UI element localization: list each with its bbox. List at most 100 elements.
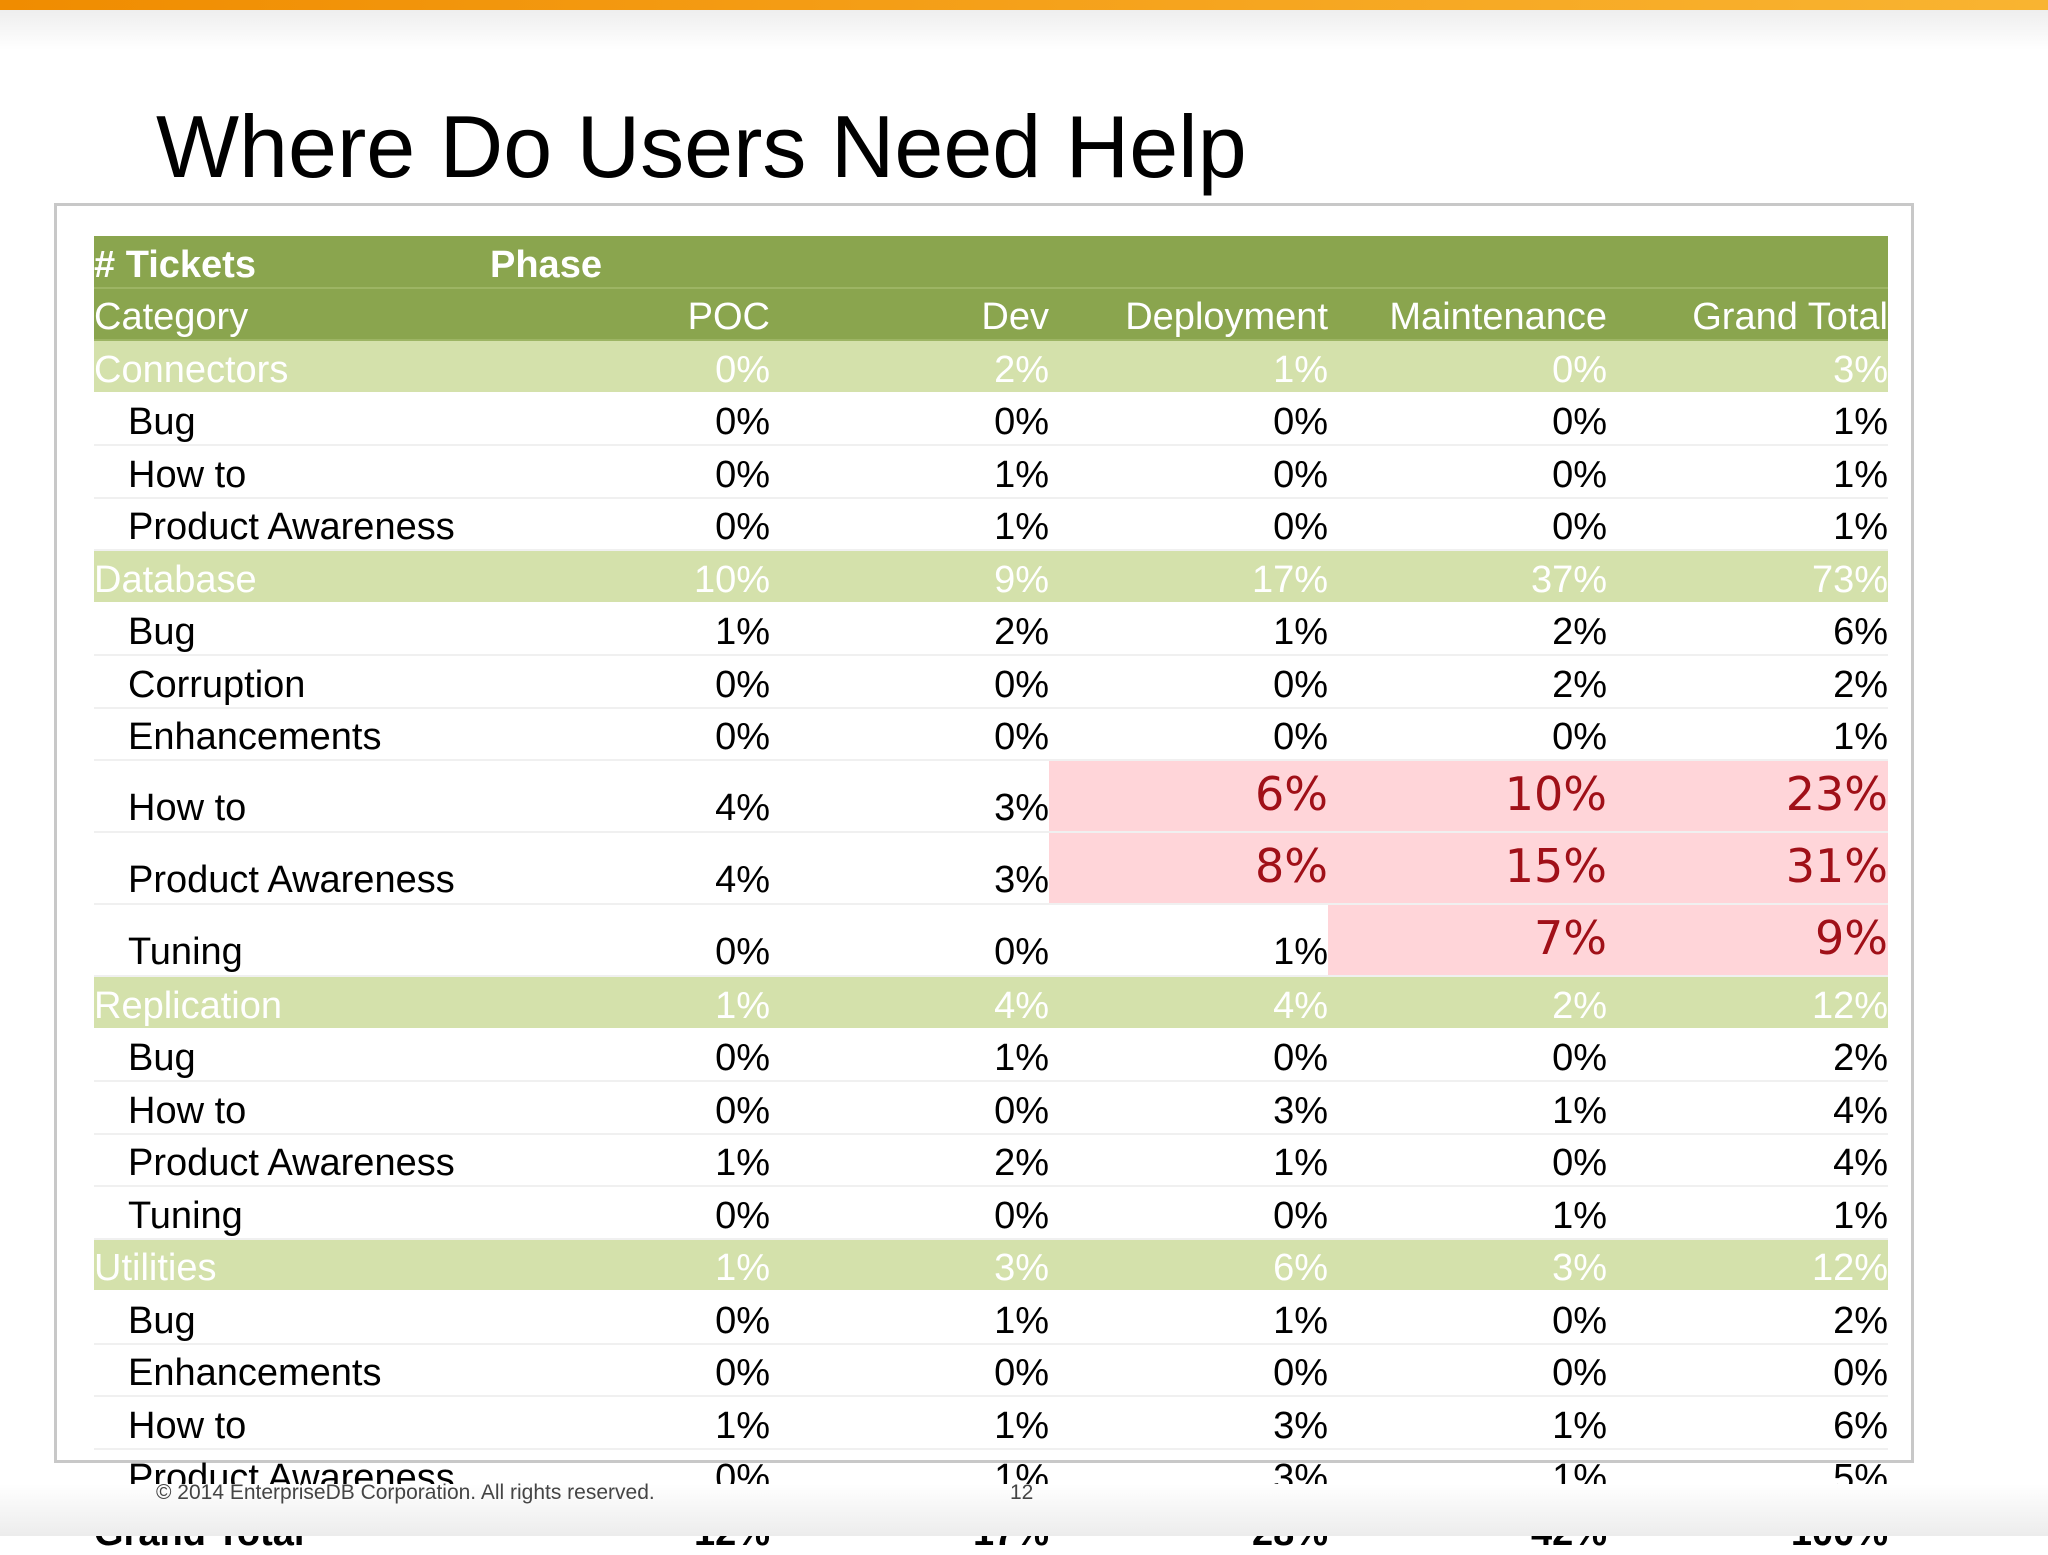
value-cell: 1%	[770, 1291, 1049, 1345]
value-cell: 1%	[1607, 392, 1889, 446]
subcategory-row: Tuning 0% 0% 0% 1% 1%	[94, 1186, 1889, 1240]
value-cell: 4%	[490, 832, 770, 905]
highlighted-value-cell: 8%	[1049, 832, 1328, 905]
value-cell: 0%	[1049, 497, 1328, 551]
column-header-deployment: Deployment	[1049, 287, 1328, 341]
bottom-shadow	[0, 1484, 2048, 1536]
value-cell: 2%	[1328, 655, 1607, 709]
value-cell: 3%	[1049, 1396, 1328, 1450]
value-cell: 0%	[1049, 707, 1328, 761]
value-cell: 0%	[490, 707, 770, 761]
header-row-tickets: # Tickets Phase	[94, 236, 1889, 289]
subcategory-row: How to 0% 1% 0% 0% 1%	[94, 445, 1889, 499]
value-cell: 0%	[770, 655, 1049, 709]
tickets-header: # Tickets	[94, 236, 490, 289]
page-number: 12	[1010, 1481, 1034, 1504]
subcategory-row: How to 1% 1% 3% 1% 6%	[94, 1396, 1889, 1450]
value-cell: 0%	[490, 1081, 770, 1135]
value-cell: 1%	[1049, 1133, 1328, 1187]
value-cell: 0%	[490, 340, 770, 394]
highlighted-value-cell: 15%	[1328, 832, 1607, 905]
value-cell: 0%	[1328, 340, 1607, 394]
value-cell: 2%	[1607, 1028, 1889, 1082]
value-cell: 2%	[1328, 976, 1607, 1030]
subcategory-label: Bug	[94, 602, 490, 656]
value-cell: 2%	[770, 1133, 1049, 1187]
value-cell: 1%	[1607, 1186, 1889, 1240]
highlighted-value-cell: 10%	[1328, 760, 1607, 833]
subcategory-label: Bug	[94, 1291, 490, 1345]
value-cell: 1%	[1328, 1186, 1607, 1240]
subcategory-label: How to	[94, 760, 490, 833]
value-cell: 0%	[490, 1291, 770, 1345]
value-cell: 0%	[1328, 1028, 1607, 1082]
category-label: Replication	[94, 976, 490, 1030]
subcategory-row: How to 4% 3% 6% 10% 23%	[94, 760, 1889, 833]
subcategory-row: Tuning 0% 0% 1% 7% 9%	[94, 904, 1889, 977]
subcategory-label: Enhancements	[94, 1343, 490, 1397]
value-cell: 6%	[1049, 1238, 1328, 1292]
subcategory-label: Product Awareness	[94, 1133, 490, 1187]
value-cell: 2%	[1607, 655, 1889, 709]
value-cell: 0%	[770, 1186, 1049, 1240]
highlighted-value-cell: 23%	[1607, 760, 1889, 833]
value-cell: 1%	[1607, 445, 1889, 499]
subcategory-row: Corruption 0% 0% 0% 2% 2%	[94, 655, 1889, 709]
value-cell: 3%	[770, 832, 1049, 905]
value-cell: 0%	[1328, 1133, 1607, 1187]
value-cell: 0%	[490, 655, 770, 709]
value-cell: 0%	[490, 445, 770, 499]
value-cell: 1%	[770, 497, 1049, 551]
slide-title: Where Do Users Need Help	[156, 97, 1247, 196]
subcategory-label: Corruption	[94, 655, 490, 709]
value-cell: 1%	[1049, 340, 1328, 394]
value-cell: 3%	[1049, 1081, 1328, 1135]
value-cell: 4%	[770, 976, 1049, 1030]
value-cell: 2%	[770, 602, 1049, 656]
value-cell: 3%	[1607, 340, 1889, 394]
value-cell: 3%	[1328, 1238, 1607, 1292]
category-label: Connectors	[94, 340, 490, 394]
value-cell: 1%	[770, 1396, 1049, 1450]
subcategory-row: Enhancements 0% 0% 0% 0% 1%	[94, 707, 1889, 761]
value-cell: 1%	[1328, 1081, 1607, 1135]
value-cell: 0%	[1328, 392, 1607, 446]
subcategory-label: Tuning	[94, 1186, 490, 1240]
value-cell: 0%	[1049, 445, 1328, 499]
value-cell: 1%	[1607, 497, 1889, 551]
value-cell: 3%	[770, 1238, 1049, 1292]
category-label: Utilities	[94, 1238, 490, 1292]
value-cell: 1%	[1049, 602, 1328, 656]
value-cell: 1%	[490, 976, 770, 1030]
value-cell: 0%	[1049, 392, 1328, 446]
category-row: Replication 1% 4% 4% 2% 12%	[94, 976, 1889, 1030]
subcategory-label: How to	[94, 1396, 490, 1450]
value-cell: 0%	[1328, 1343, 1607, 1397]
subcategory-label: Bug	[94, 392, 490, 446]
subcategory-row: Bug 0% 1% 0% 0% 2%	[94, 1028, 1889, 1082]
value-cell: 4%	[1049, 976, 1328, 1030]
value-cell: 12%	[1607, 1238, 1889, 1292]
column-header-grand-total: Grand Total	[1607, 287, 1889, 341]
value-cell: 73%	[1607, 550, 1889, 604]
value-cell: 6%	[1607, 602, 1889, 656]
subcategory-row: How to 0% 0% 3% 1% 4%	[94, 1081, 1889, 1135]
value-cell: 0%	[770, 904, 1049, 977]
value-cell: 0%	[770, 1343, 1049, 1397]
highlighted-value-cell: 9%	[1607, 904, 1889, 977]
tickets-pivot-table: # Tickets Phase Category POC Dev Deploym…	[94, 236, 1889, 1555]
subcategory-label: Product Awareness	[94, 832, 490, 905]
category-row: Connectors 0% 2% 1% 0% 3%	[94, 340, 1889, 394]
value-cell: 3%	[770, 760, 1049, 833]
category-header: Category	[94, 287, 490, 341]
value-cell: 0%	[1607, 1343, 1889, 1397]
value-cell: 0%	[770, 707, 1049, 761]
value-cell: 10%	[490, 550, 770, 604]
value-cell: 0%	[1049, 1028, 1328, 1082]
value-cell: 1%	[1049, 1291, 1328, 1345]
value-cell: 0%	[1328, 445, 1607, 499]
subcategory-label: Enhancements	[94, 707, 490, 761]
value-cell: 1%	[490, 602, 770, 656]
header-row-columns: Category POC Dev Deployment Maintenance …	[94, 287, 1889, 341]
subcategory-row: Bug 0% 1% 1% 0% 2%	[94, 1291, 1889, 1345]
